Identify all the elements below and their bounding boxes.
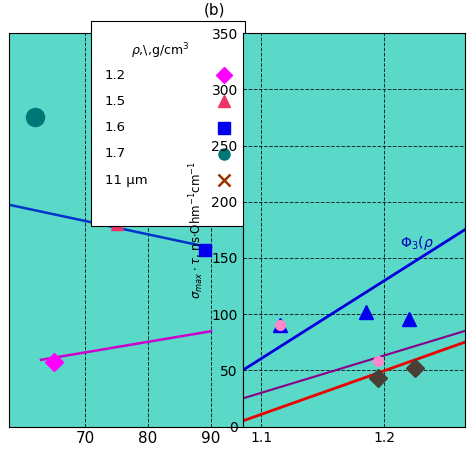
Text: 11 μm: 11 μm — [105, 173, 148, 187]
Text: 1.6: 1.6 — [105, 121, 126, 134]
Text: $\rho$,\,g/cm$^3$: $\rho$,\,g/cm$^3$ — [131, 41, 190, 61]
Y-axis label: $\sigma_{max} \cdot \tau$, ns$\cdot$Ohm$^{-1}$cm$^{-1}$: $\sigma_{max} \cdot \tau$, ns$\cdot$Ohm$… — [187, 161, 206, 299]
Text: 1.7: 1.7 — [105, 147, 126, 160]
Text: $\Phi_3(\rho$: $\Phi_3(\rho$ — [401, 234, 434, 252]
FancyBboxPatch shape — [91, 21, 245, 226]
Text: (b): (b) — [203, 2, 225, 18]
Text: 1.2: 1.2 — [105, 69, 126, 82]
Text: 1.5: 1.5 — [105, 95, 126, 108]
